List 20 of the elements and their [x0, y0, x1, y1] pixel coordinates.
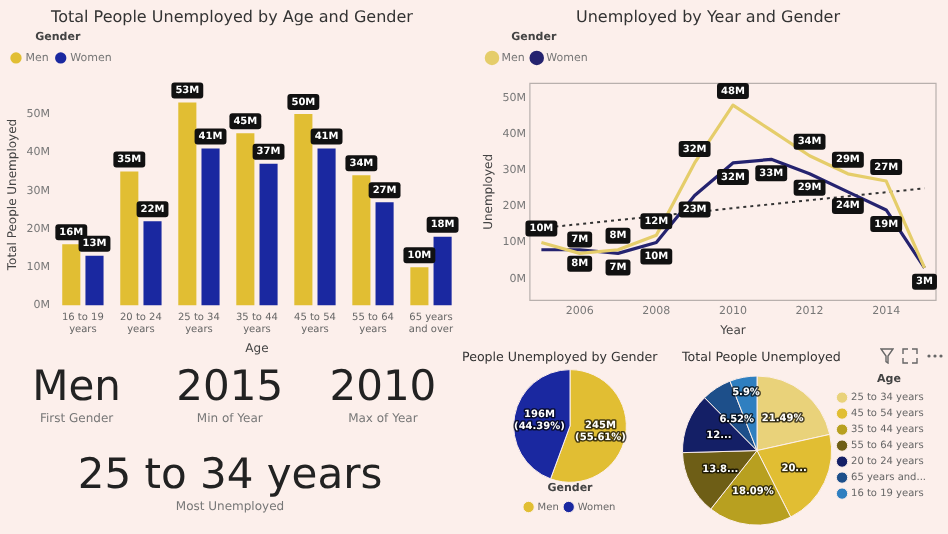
bar [178, 102, 197, 306]
bar [375, 202, 394, 306]
chart-title: Unemployed by Year and Gender [575, 7, 842, 26]
bar [85, 255, 104, 306]
bar [201, 148, 220, 306]
bar [352, 175, 371, 306]
bar [294, 114, 313, 306]
bar [62, 244, 81, 306]
text: 25 to 34 years [75, 447, 385, 499]
bar [410, 267, 429, 306]
bar [259, 163, 278, 306]
bar [433, 236, 452, 306]
text: Men [30, 360, 123, 412]
bar [236, 133, 255, 306]
text: 2010 [327, 360, 439, 412]
bar [143, 221, 162, 306]
text: 2015 [174, 360, 286, 412]
chart-title: Total People Unemployed by Age and Gender [49, 7, 415, 26]
bar [120, 171, 139, 306]
bar [317, 148, 336, 306]
